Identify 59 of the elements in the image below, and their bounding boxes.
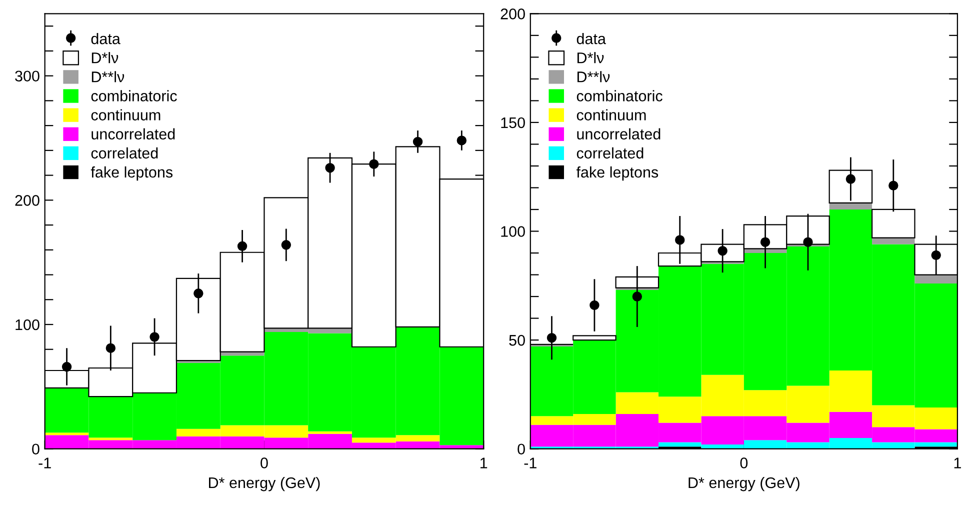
legend-label: continuum (576, 109, 646, 120)
point (456, 136, 467, 146)
y-tick-label: 0 (518, 444, 525, 455)
y-tick-label: 200 (15, 195, 40, 206)
y-tick-label: 300 (15, 70, 40, 82)
y-tick-label: 100 (16, 319, 40, 330)
point (803, 237, 813, 247)
legend-label: D**lν (577, 71, 610, 82)
legend-label: fake leptons (576, 166, 658, 181)
point (106, 343, 116, 353)
bar (44, 432, 89, 436)
point (281, 240, 292, 250)
legend-label: correlated (91, 147, 158, 159)
bar (88, 438, 133, 440)
x-tick-label: 0 (260, 458, 268, 468)
point (931, 250, 941, 260)
x-tick-label: -1 (524, 458, 536, 468)
legend-label: D**lν (92, 71, 124, 82)
legend-label: uncorrelated (92, 128, 175, 140)
bar (829, 202, 872, 210)
x-tick-label: 1 (954, 458, 961, 468)
legend-label: data (576, 32, 606, 44)
point (546, 332, 557, 343)
y-tick-label: 150 (501, 117, 525, 128)
point (194, 288, 204, 298)
x-axis-title: D* energy (GeV) (688, 476, 800, 492)
x-axis-title: D* energy (GeV) (209, 476, 320, 492)
point (325, 162, 335, 173)
point (888, 180, 898, 190)
point (369, 159, 379, 169)
x-tick-label: 0 (740, 458, 748, 468)
y-tick-label: 0 (32, 444, 40, 455)
point (590, 300, 600, 310)
bar (872, 238, 915, 244)
bar (914, 274, 958, 284)
legend-label: data (91, 32, 120, 44)
bar (572, 335, 616, 341)
x-tick-label: 1 (480, 458, 488, 468)
point (412, 136, 423, 147)
legend-label: D*lν (577, 52, 604, 64)
legend-label: correlated (576, 147, 644, 159)
y-tick-label: 200 (500, 8, 525, 20)
legend-label: combinatoric (91, 90, 177, 102)
legend-label: fake leptons (90, 166, 173, 181)
point (62, 362, 72, 372)
legend-label: D*lν (92, 52, 118, 64)
point (237, 241, 248, 252)
point (718, 246, 728, 256)
x-tick-label: -1 (38, 458, 51, 468)
point (150, 332, 160, 342)
legend-label: continuum (91, 109, 160, 120)
y-tick-label: 50 (509, 334, 525, 346)
point (846, 174, 856, 184)
y-tick-label: 100 (501, 226, 525, 237)
legend-label: combinatoric (576, 90, 662, 102)
legend-label: uncorrelated (577, 128, 660, 140)
point (760, 237, 770, 247)
point (632, 292, 642, 302)
point (675, 235, 685, 245)
